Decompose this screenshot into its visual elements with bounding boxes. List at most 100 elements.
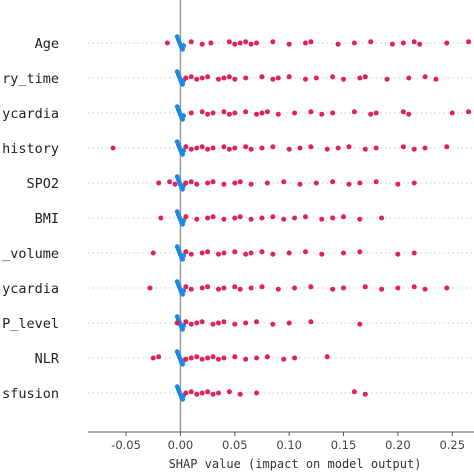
shap-point-high	[411, 39, 417, 45]
shap-point-high	[210, 179, 216, 185]
shap-point-high	[226, 74, 232, 80]
x-tick-label: -0.05	[111, 438, 141, 452]
shap-point-high	[205, 74, 211, 80]
shap-point-high	[286, 146, 292, 152]
shap-point-high	[188, 74, 194, 80]
shap-point-low	[180, 256, 185, 262]
shap-point-high	[411, 250, 417, 256]
shap-point-high	[205, 389, 211, 395]
shap-point-high	[264, 354, 270, 360]
shap-point-high	[156, 354, 162, 360]
shap-point-high	[379, 286, 385, 292]
shap-point-high	[248, 41, 254, 47]
feature-label: SPO2	[26, 176, 59, 192]
shap-point-high	[254, 319, 260, 325]
shap-point-high	[341, 214, 347, 220]
shap-point-high	[199, 285, 205, 291]
shap-point-high	[199, 356, 205, 362]
shap-point-high	[254, 355, 260, 361]
shap-point-high	[259, 284, 265, 290]
shap-point-high	[221, 75, 227, 81]
shap-point-high	[259, 249, 265, 255]
shap-point-high	[237, 214, 243, 220]
shap-point-high	[259, 74, 265, 80]
shap-point-high	[259, 215, 265, 221]
x-tick-label: 0.25	[439, 438, 465, 452]
shap-point-high	[237, 179, 243, 185]
shap-point-high	[210, 321, 216, 327]
shap-point-high	[308, 109, 314, 115]
shap-point-high	[150, 250, 156, 256]
shap-point-high	[324, 146, 330, 152]
shap-point-high	[395, 251, 401, 257]
shap-point-high	[264, 109, 270, 115]
shap-point-high	[158, 215, 164, 221]
shap-point-high	[183, 390, 189, 396]
shap-point-high	[199, 41, 205, 47]
shap-point-high	[400, 109, 406, 115]
shap-point-high	[449, 110, 455, 116]
shap-point-high	[362, 391, 368, 397]
shap-point-low	[180, 396, 185, 402]
shap-point-high	[232, 249, 238, 255]
shap-point-high	[221, 319, 227, 325]
shap-point-high	[221, 109, 227, 115]
feature-label: ycardia	[2, 281, 59, 297]
shap-point-high	[205, 355, 211, 361]
shap-point-high	[286, 250, 292, 256]
shap-point-high	[302, 214, 308, 220]
shap-point-high	[330, 286, 336, 292]
shap-point-high	[205, 215, 211, 221]
shap-point-high	[346, 144, 352, 150]
shap-point-high	[292, 215, 298, 221]
x-axis: -0.05 0.00 0.05 0.10 0.15 0.20 0.25	[88, 431, 474, 452]
shap-point-high	[417, 41, 423, 47]
shap-point-high	[183, 75, 189, 81]
shap-point-high	[232, 41, 238, 47]
shap-point-high	[167, 179, 173, 185]
feature-label: history	[2, 141, 59, 157]
shap-point-high	[226, 39, 232, 45]
shap-point-high	[466, 109, 472, 115]
shap-point-high	[400, 40, 406, 46]
shap-point-high	[357, 249, 363, 255]
shap-point-high	[232, 145, 238, 151]
shap-point-low	[180, 116, 185, 122]
shap-point-high	[286, 41, 292, 47]
shap-point-high	[373, 110, 379, 116]
shap-point-high	[270, 251, 276, 257]
shap-point-high	[357, 180, 363, 186]
shap-point-low	[181, 148, 187, 154]
shap-point-high	[411, 284, 417, 290]
shap-point-high	[275, 75, 281, 81]
shap-point-high	[330, 110, 336, 116]
shap-point-high	[221, 250, 227, 256]
shap-point-high	[174, 320, 180, 326]
shap-point-low	[180, 81, 185, 87]
shap-point-high	[221, 285, 227, 291]
shap-point-high	[259, 110, 265, 116]
shap-point-high	[237, 391, 243, 397]
shap-point-high	[208, 40, 214, 46]
x-tick-label: 0.05	[222, 438, 248, 452]
shap-point-high	[341, 76, 347, 82]
grid-lines	[88, 42, 474, 394]
shap-point-high	[183, 214, 189, 220]
shap-point-high	[232, 354, 238, 360]
shap-point-high	[286, 320, 292, 326]
shap-point-high	[248, 285, 254, 291]
shap-point-high	[422, 74, 428, 80]
shap-point-high	[183, 356, 189, 362]
shap-point-high	[221, 355, 227, 361]
shap-point-high	[330, 179, 336, 185]
shap-point-high	[411, 146, 417, 152]
shap-point-high	[147, 285, 153, 291]
shap-point-high	[215, 251, 221, 257]
shap-point-high	[351, 40, 357, 46]
shap-point-high	[199, 390, 205, 396]
shap-point-high	[243, 251, 249, 257]
shap-point-high	[444, 40, 450, 46]
shap-point-high	[172, 181, 178, 187]
shap-point-high	[357, 216, 363, 222]
shap-point-high	[226, 146, 232, 152]
